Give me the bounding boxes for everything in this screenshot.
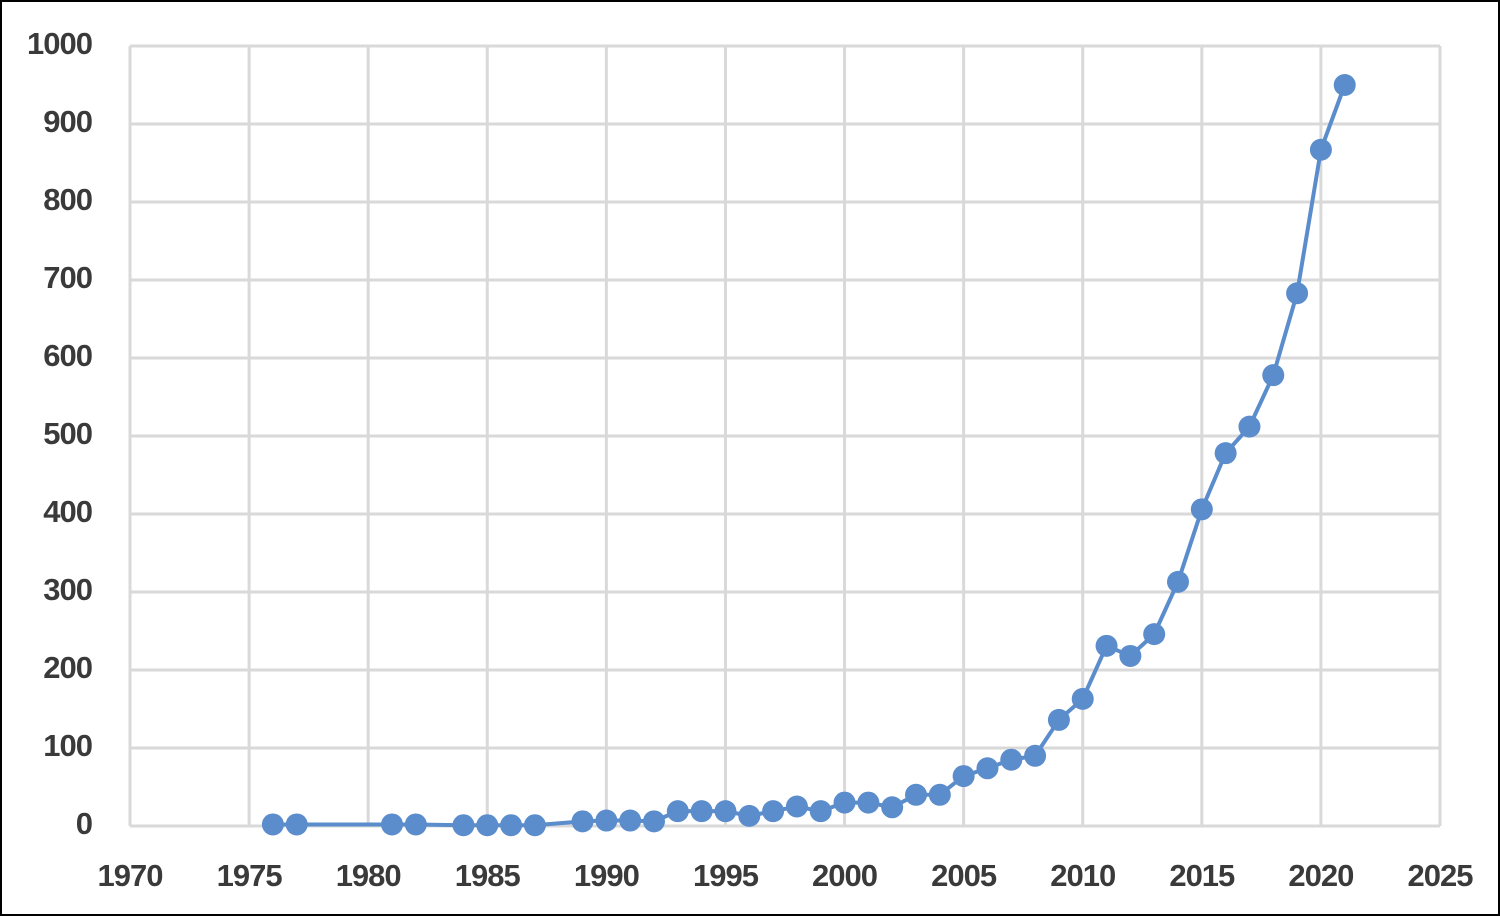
data-point (1333, 74, 1356, 96)
x-tick-label: 1990 (574, 858, 639, 893)
data-point (928, 783, 951, 806)
data-point (809, 800, 832, 823)
data-point (857, 791, 880, 814)
data-point (1047, 708, 1070, 731)
data-point (285, 813, 308, 836)
data-point (1071, 687, 1094, 710)
data-point (762, 800, 785, 823)
y-tick-label: 900 (43, 104, 92, 139)
data-point (619, 809, 642, 832)
data-point (1143, 623, 1166, 646)
y-tick-label: 1000 (27, 26, 92, 61)
data-point (643, 810, 665, 833)
data-point (666, 800, 689, 823)
y-tick-label: 0 (76, 806, 92, 841)
y-tick-label: 300 (43, 572, 92, 607)
data-point (1238, 415, 1261, 438)
data-point (833, 791, 856, 814)
data-point (690, 800, 713, 823)
x-tick-label: 2010 (1050, 858, 1115, 893)
x-tick-label: 1985 (455, 858, 521, 893)
data-point (500, 814, 523, 837)
data-point (404, 813, 427, 836)
x-tick-label: 2005 (931, 858, 997, 893)
data-point (523, 814, 546, 837)
data-point (452, 814, 475, 837)
data-point (714, 800, 737, 823)
x-tick-label: 1980 (336, 858, 401, 893)
data-point (1286, 282, 1309, 305)
data-point (785, 795, 808, 818)
y-tick-label: 200 (43, 650, 92, 685)
data-point (1309, 138, 1332, 161)
data-point (261, 813, 284, 836)
data-point (381, 813, 403, 836)
x-tick-label: 1975 (217, 858, 283, 893)
data-point (1262, 364, 1285, 387)
y-tick-label: 800 (43, 182, 92, 217)
data-point (1024, 744, 1047, 767)
x-tick-label: 2015 (1169, 858, 1235, 893)
data-point (571, 810, 594, 833)
data-point (476, 814, 499, 837)
y-tick-label: 500 (43, 416, 92, 451)
x-tick-label: 2000 (812, 858, 877, 893)
y-tick-label: 700 (43, 260, 92, 295)
x-tick-label: 1970 (98, 858, 163, 893)
y-tick-label: 600 (43, 338, 92, 373)
x-tick-label: 2020 (1288, 858, 1353, 893)
y-tick-label: 100 (43, 728, 92, 763)
data-point (738, 804, 761, 827)
data-point (952, 765, 975, 788)
data-point (1119, 644, 1142, 667)
data-point (1190, 498, 1213, 521)
data-point (1167, 570, 1189, 593)
data-point (881, 796, 904, 819)
y-tick-label: 400 (43, 494, 92, 529)
data-point (1214, 442, 1237, 465)
data-point (905, 783, 927, 806)
data-point (1095, 634, 1118, 657)
data-point (595, 809, 618, 832)
x-tick-label: 1995 (693, 858, 759, 893)
data-point (976, 757, 999, 780)
data-point (1000, 748, 1023, 771)
x-tick-label: 2025 (1408, 858, 1474, 893)
